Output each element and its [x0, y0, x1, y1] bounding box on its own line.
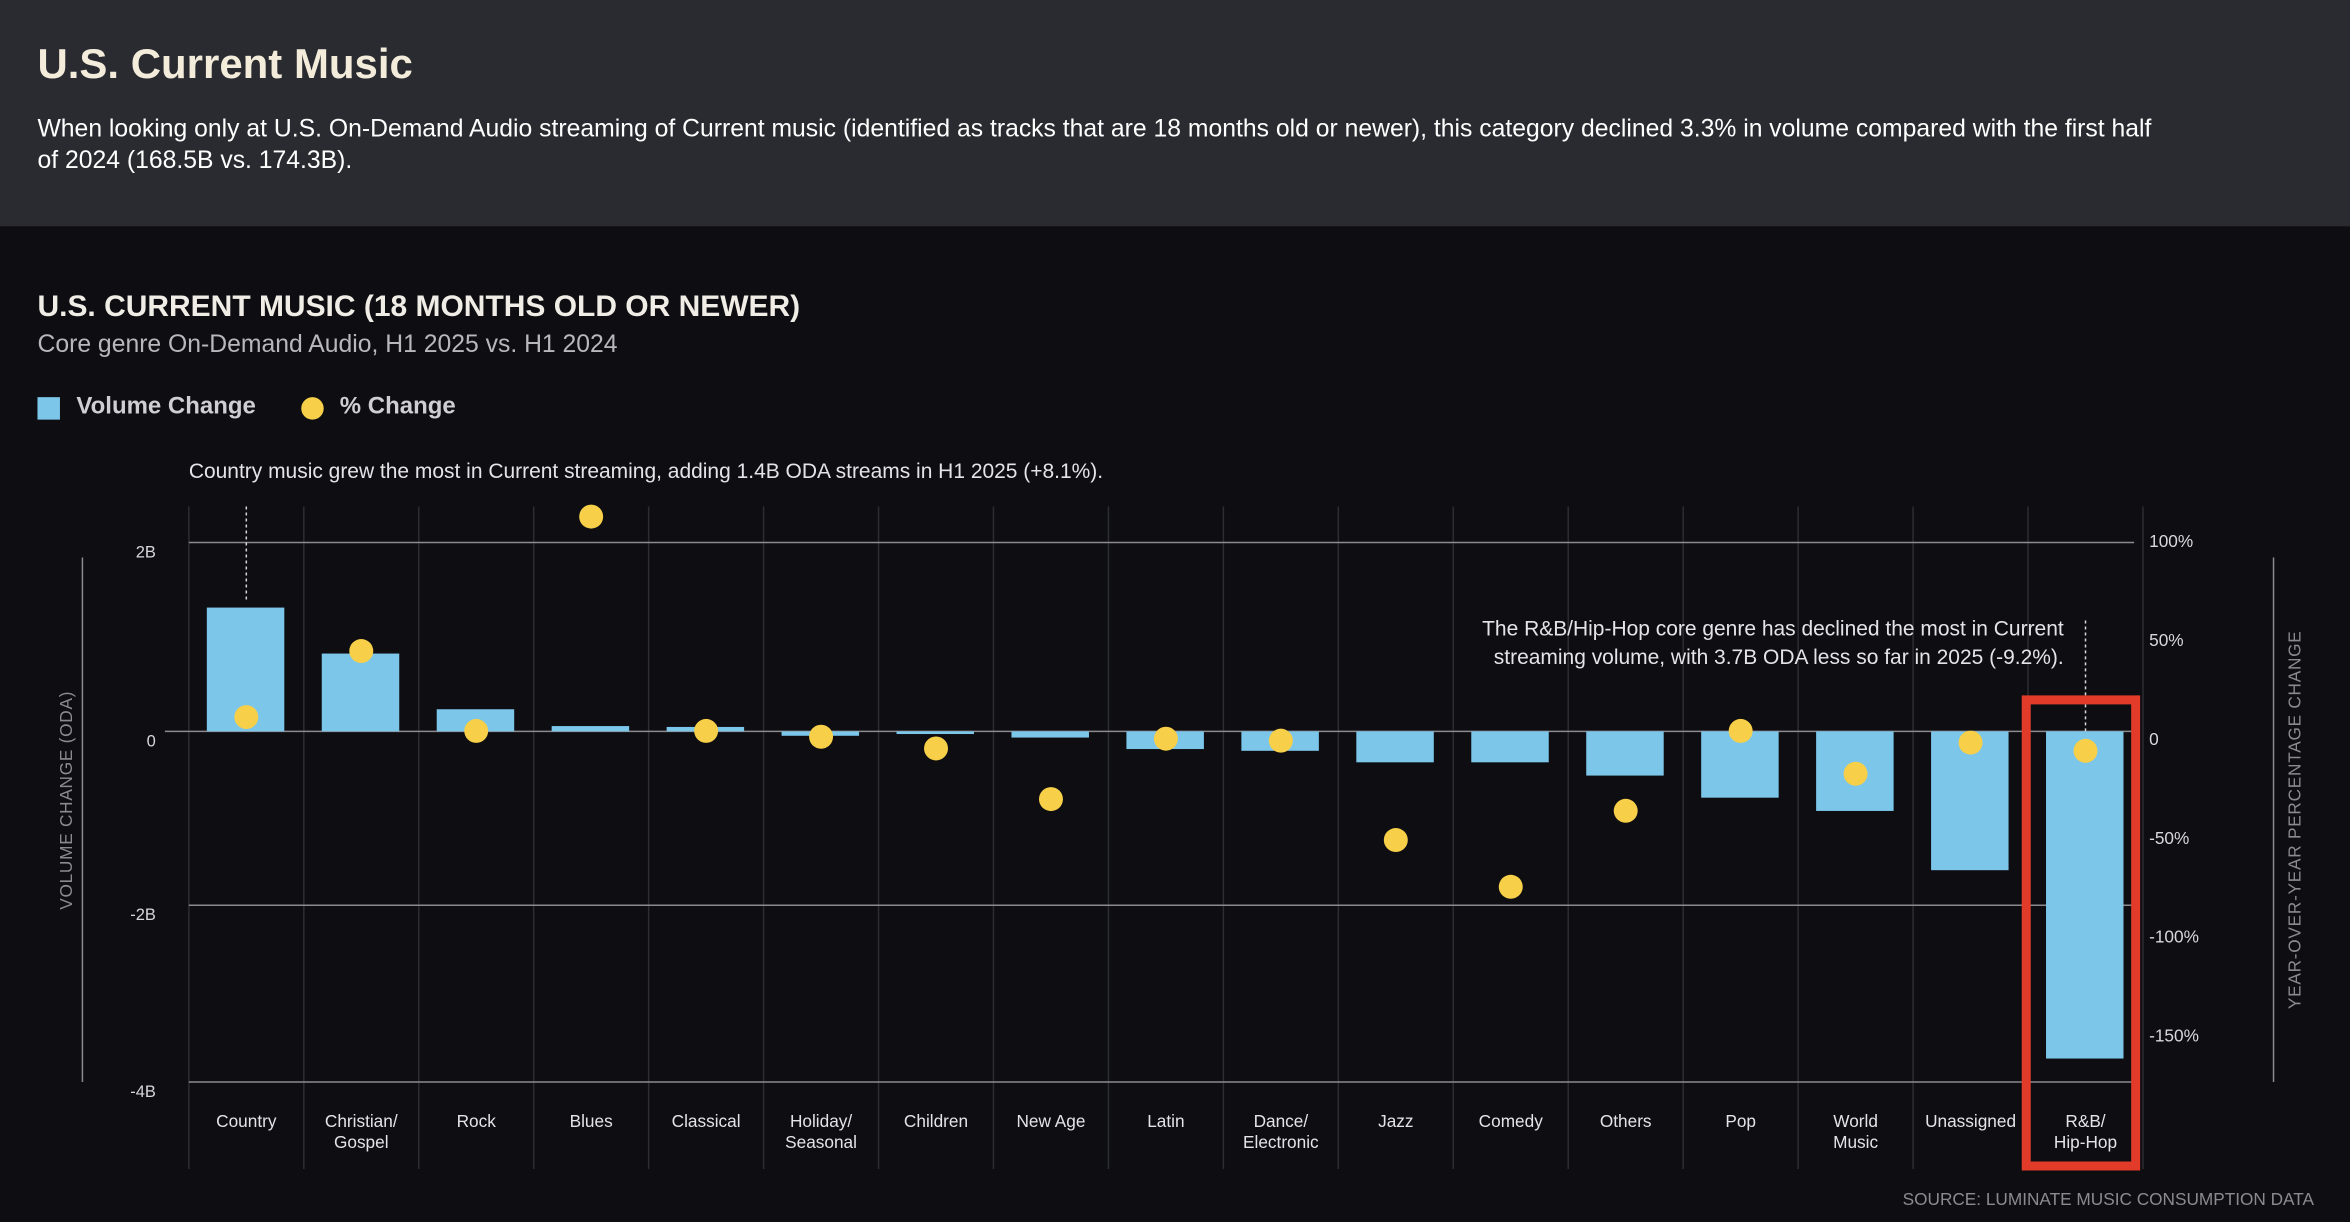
bar-jazz	[1356, 731, 1434, 763]
chart-title: U.S. CURRENT MUSIC (18 MONTHS OLD OR NEW…	[37, 290, 801, 324]
category-label: Unassigned	[1925, 1111, 2016, 1131]
bar-new-age	[1011, 731, 1089, 738]
y-tick-label: -2B	[130, 906, 156, 924]
dot-latin	[1153, 726, 1178, 751]
category-label: Christian/Gospel	[325, 1111, 398, 1152]
y2-tick-label: 0	[2149, 729, 2159, 749]
dot-holiday-seasonal	[809, 724, 834, 749]
chart-subtitle: Core genre On-Demand Audio, H1 2025 vs. …	[37, 331, 618, 359]
y2-tick-label: -100%	[2149, 927, 2199, 947]
category-label: Classical	[672, 1111, 741, 1131]
category-label: Dance/Electronic	[1243, 1111, 1319, 1152]
dot-christian-gospel	[349, 639, 374, 664]
category-label: Rock	[457, 1111, 497, 1131]
category-label: Jazz	[1378, 1111, 1413, 1131]
page-title: U.S. Current Music	[37, 40, 413, 87]
category-label: Blues	[570, 1111, 613, 1131]
dot-children	[924, 736, 949, 761]
y-tick-label: 2B	[136, 544, 156, 562]
dot-r-b-hip-hop	[2073, 738, 2098, 763]
y-tick-label: 0	[147, 732, 156, 750]
dot-comedy	[1498, 874, 1523, 899]
y-tick-label: -4B	[130, 1083, 156, 1101]
category-label: New Age	[1017, 1111, 1086, 1131]
highlight-box	[2021, 695, 2141, 1171]
bar-comedy	[1471, 731, 1549, 763]
page-description: When looking only at U.S. On-Demand Audi…	[37, 115, 2152, 174]
category-label: World Music	[1833, 1111, 1878, 1152]
dot-new-age	[1038, 787, 1063, 812]
y2-axis-label: YEAR-OVER-YEAR PERCENTAGE CHANGE	[2285, 630, 2305, 1009]
dot-rock	[464, 718, 489, 743]
y2-tick-label: 50%	[2149, 630, 2183, 650]
source-note: SOURCE: LUMINATE MUSIC CONSUMPTION DATA	[1903, 1189, 2315, 1209]
legend-volume-change: Volume Change	[76, 394, 256, 420]
legend-percent-change: % Change	[339, 394, 456, 420]
dot-country	[234, 705, 259, 730]
category-label: Comedy	[1479, 1111, 1544, 1131]
annotation-rnb-line1: The R&B/Hip-Hop core genre has declined …	[1482, 617, 2064, 640]
dot-unassigned	[1958, 730, 1983, 755]
y2-tick-label: -50%	[2149, 828, 2189, 848]
category-label: R&B/Hip-Hop	[2054, 1111, 2117, 1152]
dot-blues	[579, 504, 604, 529]
legend-dot-swatch	[300, 396, 324, 419]
bar-r-b-hip-hop	[2046, 731, 2124, 1059]
dot-classical	[694, 718, 719, 743]
header: U.S. Current Music When looking only at …	[0, 0, 2350, 227]
dot-pop	[1728, 718, 1753, 743]
annotation-rnb-line2: streaming volume, with 3.7B ODA less so …	[1494, 646, 2064, 669]
dot-jazz	[1383, 828, 1408, 853]
dot-dance-electronic	[1268, 728, 1293, 753]
category-label: Children	[904, 1111, 968, 1131]
legend-bar-swatch	[37, 396, 60, 419]
y2-tick-label: 100%	[2149, 531, 2193, 551]
category-label: Pop	[1725, 1111, 1756, 1131]
category-label: Country	[216, 1111, 277, 1131]
category-label: Holiday/Seasonal	[785, 1111, 857, 1152]
y2-tick-label: -150%	[2149, 1026, 2199, 1046]
y-axis-label: VOLUME CHANGE (ODA)	[56, 691, 76, 910]
bar-children	[896, 731, 975, 735]
dot-world-music	[1843, 761, 1868, 786]
category-label: Latin	[1147, 1111, 1184, 1131]
bar-others	[1586, 731, 1664, 776]
annotation-country: Country music grew the most in Current s…	[189, 460, 1103, 483]
legend: Volume Change % Change	[37, 394, 456, 421]
bar-blues	[551, 726, 630, 732]
dot-others	[1613, 798, 1638, 823]
category-label: Others	[1600, 1111, 1652, 1131]
bar-christian-gospel	[321, 653, 400, 732]
